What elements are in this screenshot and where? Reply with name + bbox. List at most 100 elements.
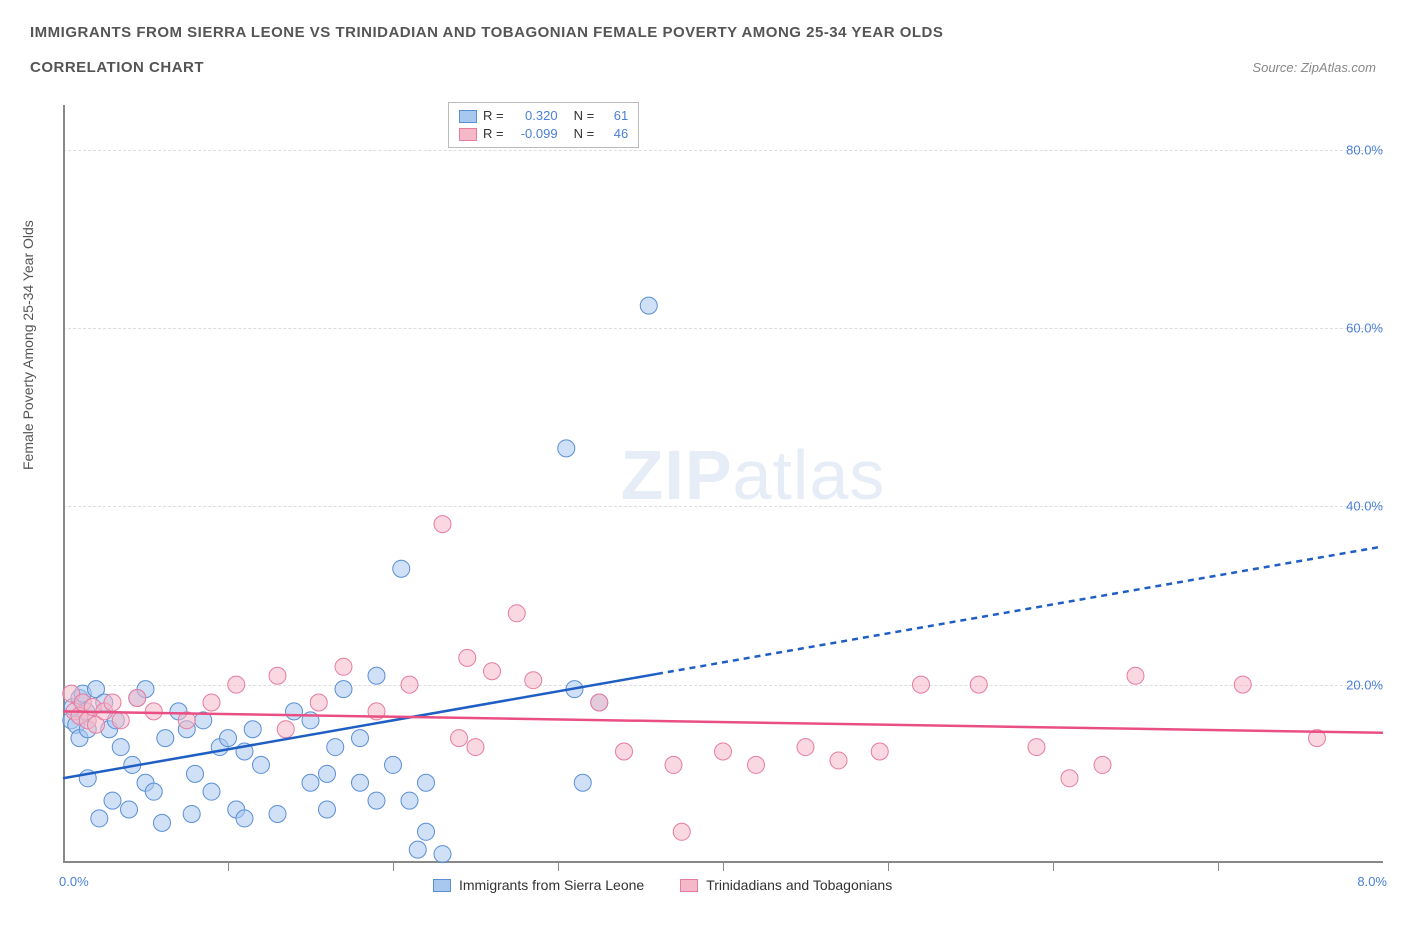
scatter-point <box>1061 770 1078 787</box>
x-tick-mark <box>1218 863 1219 871</box>
scatter-point <box>327 739 344 756</box>
legend-n-value: 46 <box>604 125 628 143</box>
chart-subtitle: CORRELATION CHART <box>30 59 204 76</box>
scatter-point <box>558 440 575 457</box>
scatter-point <box>121 801 138 818</box>
scatter-svg <box>63 105 1383 863</box>
scatter-point <box>352 730 369 747</box>
legend-item-sierra-leone: Immigrants from Sierra Leone <box>433 877 644 893</box>
legend-n-label: N = <box>574 125 595 143</box>
scatter-point <box>970 676 987 693</box>
scatter-point <box>418 774 435 791</box>
scatter-point <box>286 703 303 720</box>
chart-title: IMMIGRANTS FROM SIERRA LEONE VS TRINIDAD… <box>30 24 1376 41</box>
scatter-point <box>368 667 385 684</box>
scatter-point <box>451 730 468 747</box>
scatter-point <box>508 605 525 622</box>
scatter-point <box>269 667 286 684</box>
legend-swatch <box>459 128 477 141</box>
x-axis-min-label: 0.0% <box>59 874 89 889</box>
legend-swatch-trinidadian <box>680 879 698 892</box>
scatter-point <box>401 676 418 693</box>
scatter-point <box>183 805 200 822</box>
scatter-point <box>574 774 591 791</box>
legend-n-value: 61 <box>604 107 628 125</box>
scatter-point <box>277 721 294 738</box>
scatter-point <box>244 721 261 738</box>
scatter-point <box>335 681 352 698</box>
scatter-point <box>145 783 162 800</box>
scatter-point <box>157 730 174 747</box>
scatter-point <box>401 792 418 809</box>
scatter-point <box>112 739 129 756</box>
scatter-point <box>236 810 253 827</box>
source-name: ZipAtlas.com <box>1301 60 1376 75</box>
scatter-point <box>104 792 121 809</box>
source-label: Source: <box>1252 60 1297 75</box>
chart-plot-area: ZIPatlas R =0.320N =61R =-0.099N =46 0.0… <box>63 105 1383 863</box>
x-tick-mark <box>723 863 724 871</box>
legend-swatch-sierra-leone <box>433 879 451 892</box>
trend-line-extrapolated <box>657 546 1383 674</box>
scatter-point <box>1028 739 1045 756</box>
scatter-point <box>871 743 888 760</box>
scatter-point <box>409 841 426 858</box>
x-tick-mark <box>393 863 394 871</box>
scatter-point <box>748 756 765 773</box>
chart-source: Source: ZipAtlas.com <box>1252 60 1376 75</box>
scatter-point <box>434 516 451 533</box>
scatter-point <box>467 739 484 756</box>
scatter-point <box>269 805 286 822</box>
scatter-point <box>797 739 814 756</box>
y-tick-label: 80.0% <box>1346 142 1383 157</box>
x-axis-max-label: 8.0% <box>1357 874 1387 889</box>
x-tick-mark <box>1053 863 1054 871</box>
scatter-point <box>715 743 732 760</box>
scatter-point <box>1094 756 1111 773</box>
scatter-point <box>319 801 336 818</box>
scatter-point <box>434 846 451 863</box>
x-tick-mark <box>888 863 889 871</box>
scatter-point <box>484 663 501 680</box>
y-tick-label: 40.0% <box>1346 499 1383 514</box>
x-tick-mark <box>228 863 229 871</box>
scatter-point <box>830 752 847 769</box>
scatter-point <box>154 814 171 831</box>
scatter-point <box>368 792 385 809</box>
scatter-point <box>112 712 129 729</box>
scatter-point <box>352 774 369 791</box>
scatter-point <box>591 694 608 711</box>
legend-stat-row: R = -0.099 N = 46 <box>459 125 628 143</box>
scatter-point <box>145 703 162 720</box>
legend-r-label: R = <box>483 107 504 125</box>
scatter-point <box>91 810 108 827</box>
scatter-point <box>1234 676 1251 693</box>
scatter-point <box>335 658 352 675</box>
legend-label-sierra-leone: Immigrants from Sierra Leone <box>459 877 644 893</box>
x-tick-mark <box>558 863 559 871</box>
scatter-point <box>525 672 542 689</box>
scatter-point <box>418 823 435 840</box>
scatter-point <box>228 676 245 693</box>
legend-swatch <box>459 110 477 123</box>
scatter-point <box>302 774 319 791</box>
scatter-point <box>640 297 657 314</box>
legend-r-value: -0.099 <box>514 125 558 143</box>
scatter-point <box>203 694 220 711</box>
scatter-point <box>616 743 633 760</box>
y-axis-label: Female Poverty Among 25-34 Year Olds <box>20 220 36 470</box>
series-legend: Immigrants from Sierra Leone Trinidadian… <box>433 877 892 893</box>
legend-label-trinidadian: Trinidadians and Tobagonians <box>706 877 892 893</box>
scatter-point <box>665 756 682 773</box>
legend-r-value: 0.320 <box>514 107 558 125</box>
scatter-point <box>104 694 121 711</box>
correlation-legend: R = 0.320 N = 61 R = -0.099 N = 46 <box>448 102 639 148</box>
legend-item-trinidadian: Trinidadians and Tobagonians <box>680 877 892 893</box>
legend-r-label: R = <box>483 125 504 143</box>
scatter-point <box>203 783 220 800</box>
scatter-point <box>187 765 204 782</box>
legend-n-label: N = <box>574 107 595 125</box>
scatter-point <box>1127 667 1144 684</box>
scatter-point <box>459 649 476 666</box>
scatter-point <box>673 823 690 840</box>
